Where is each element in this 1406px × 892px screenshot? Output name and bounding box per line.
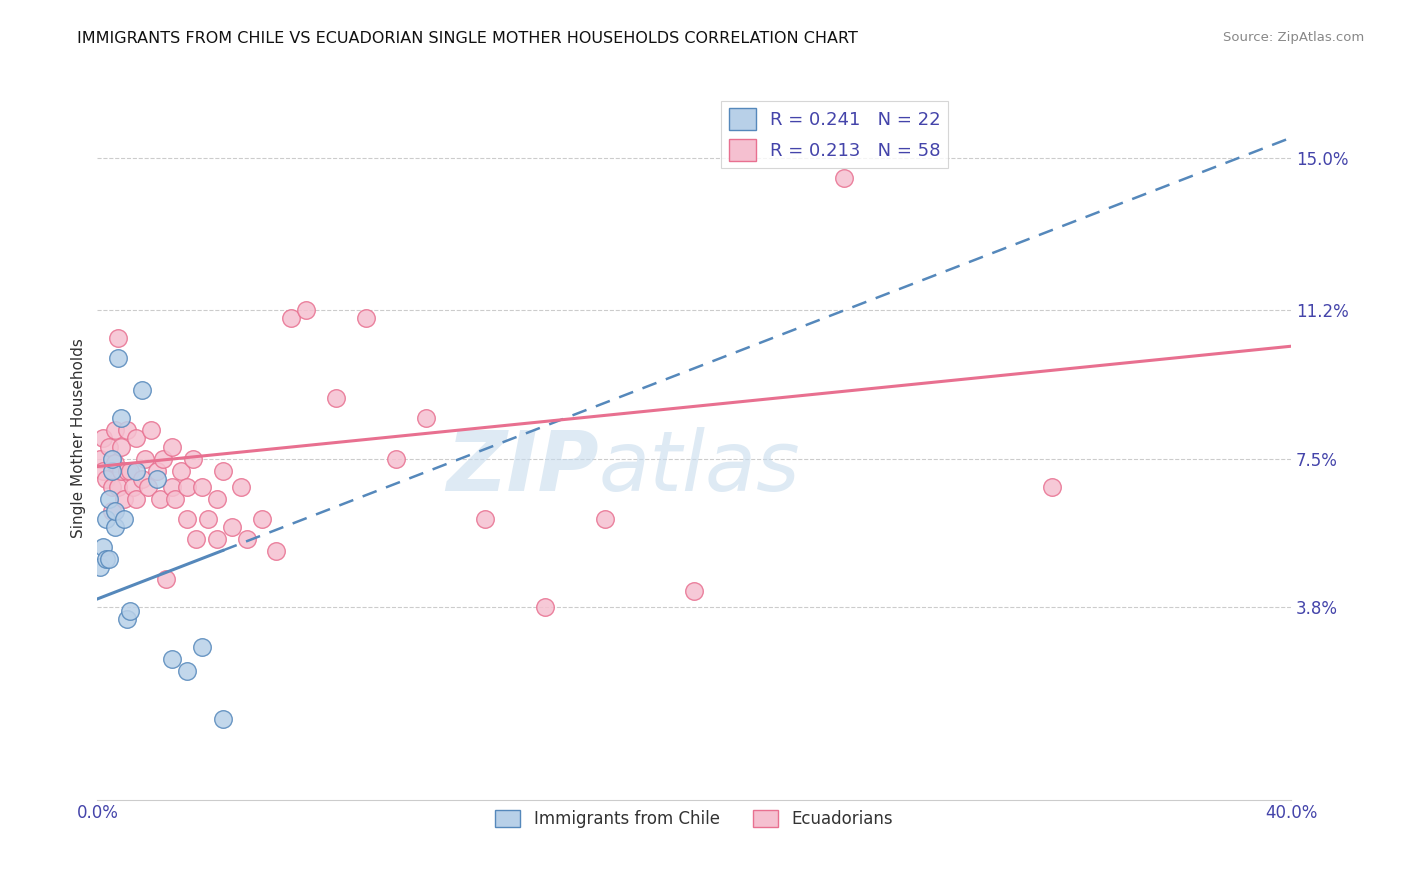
Point [89, 559, 111, 574]
Point [266, 543, 288, 558]
Point [91, 432, 114, 446]
Point [101, 504, 124, 518]
Point [112, 491, 135, 506]
Point [110, 440, 132, 454]
Point [181, 451, 204, 466]
Point [235, 532, 257, 546]
Point [205, 532, 228, 546]
Point [131, 472, 153, 486]
Y-axis label: Single Mother Households: Single Mother Households [72, 339, 86, 539]
Point [205, 491, 228, 506]
Point [131, 384, 153, 398]
Point [96, 472, 118, 486]
Point [191, 480, 214, 494]
Point [89, 451, 111, 466]
Point [385, 451, 408, 466]
Point [415, 411, 437, 425]
Point [104, 504, 127, 518]
Point [112, 512, 135, 526]
Point [221, 520, 243, 534]
Point [160, 480, 183, 494]
Point [107, 331, 129, 345]
Point [107, 351, 129, 366]
Point [98, 551, 121, 566]
Point [683, 583, 706, 598]
Point [354, 311, 377, 326]
Point [1042, 480, 1064, 494]
Point [115, 464, 138, 478]
Point [91, 464, 114, 478]
Point [98, 440, 121, 454]
Point [211, 712, 233, 726]
Point [101, 480, 124, 494]
Point [474, 512, 496, 526]
Point [163, 491, 186, 506]
Text: IMMIGRANTS FROM CHILE VS ECUADORIAN SINGLE MOTHER HOUSEHOLDS CORRELATION CHART: IMMIGRANTS FROM CHILE VS ECUADORIAN SING… [77, 31, 858, 46]
Point [146, 472, 169, 486]
Point [98, 491, 121, 506]
Point [176, 480, 198, 494]
Point [160, 652, 183, 666]
Point [104, 456, 127, 470]
Point [229, 480, 252, 494]
Point [176, 512, 198, 526]
Point [184, 532, 207, 546]
Point [295, 303, 318, 318]
Point [110, 464, 132, 478]
Point [155, 572, 177, 586]
Point [211, 464, 233, 478]
Point [136, 480, 159, 494]
Point [125, 491, 148, 506]
Point [104, 520, 127, 534]
Point [534, 599, 557, 614]
Point [280, 311, 302, 326]
Point [125, 432, 148, 446]
Point [176, 664, 198, 678]
Point [101, 464, 124, 478]
Legend: Immigrants from Chile, Ecuadorians: Immigrants from Chile, Ecuadorians [489, 803, 900, 835]
Point [101, 451, 124, 466]
Point [96, 551, 118, 566]
Text: Source: ZipAtlas.com: Source: ZipAtlas.com [1223, 31, 1364, 45]
Point [160, 440, 183, 454]
Text: atlas: atlas [599, 427, 800, 508]
Point [110, 411, 132, 425]
Point [325, 392, 347, 406]
Point [139, 424, 162, 438]
Point [91, 540, 114, 554]
Point [593, 512, 616, 526]
Text: ZIP: ZIP [446, 427, 599, 508]
Point [149, 491, 172, 506]
Point [250, 512, 273, 526]
Point [170, 464, 193, 478]
Point [104, 424, 127, 438]
Point [120, 464, 142, 478]
Point [107, 480, 129, 494]
Point [115, 424, 138, 438]
Point [125, 464, 148, 478]
Point [134, 451, 156, 466]
Point [152, 451, 174, 466]
Point [832, 170, 855, 185]
Point [197, 512, 219, 526]
Point [115, 612, 138, 626]
Point [122, 480, 145, 494]
Point [191, 640, 214, 654]
Point [96, 512, 118, 526]
Point [120, 604, 142, 618]
Point [146, 464, 169, 478]
